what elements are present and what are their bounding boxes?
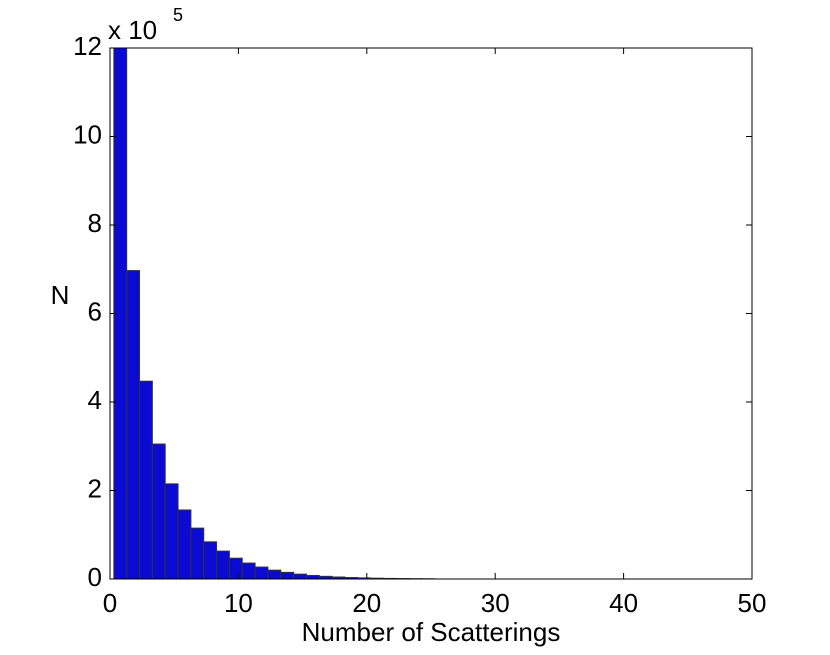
x-tick-label: 30 [481,588,510,618]
y-tick-label: 0 [88,562,102,592]
bar [305,574,320,580]
bar [267,569,282,580]
bar [216,550,230,580]
bar [254,566,269,580]
y-tick-label: 2 [88,473,102,503]
bar [280,571,295,580]
bar [164,483,179,580]
x-tick-label: 0 [103,588,117,618]
x-axis-label: Number of Scatterings [302,617,561,647]
bar [190,527,205,580]
y-tick-label: 12 [73,31,102,61]
x-tick-label: 10 [224,588,253,618]
bar [177,509,192,580]
x-tick-label: 20 [352,588,381,618]
y-tick-label: 10 [73,119,102,149]
y-tick-label: 6 [88,296,102,326]
x-tick-label: 40 [609,588,638,618]
y-multiplier: x 10 [108,15,157,45]
bar [139,380,153,580]
bar [151,443,166,580]
bar [241,562,256,580]
y-tick-label: 4 [88,385,102,415]
y-axis-label: N [51,280,70,310]
x-tick-label: 50 [738,588,767,618]
bar [203,541,218,580]
bar [293,573,307,580]
bar [126,270,141,580]
y-multiplier-exponent: 5 [173,5,183,25]
bar [228,557,243,580]
y-tick-label: 8 [88,208,102,238]
